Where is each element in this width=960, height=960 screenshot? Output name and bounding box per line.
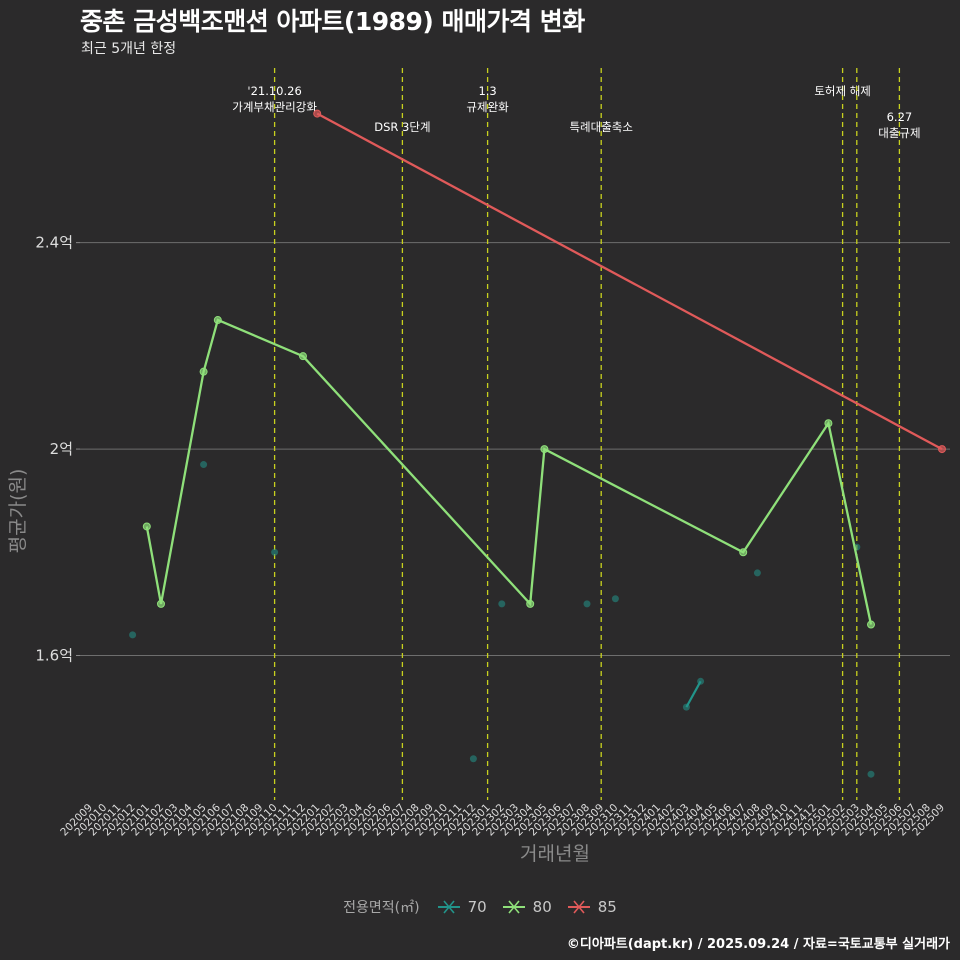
point-70-202212 <box>469 755 477 763</box>
series-85 <box>313 109 946 454</box>
point-80-202112 <box>299 352 307 361</box>
grid-lines <box>80 242 950 656</box>
point-70-202110 <box>271 548 279 556</box>
event-label-202301-0: 1.3 <box>478 84 496 98</box>
point-70-202504 <box>867 770 875 778</box>
y-tick-label-1: 2억 <box>50 440 73 458</box>
point-70-202310 <box>611 595 619 603</box>
legend-label-80: 80 <box>532 898 552 916</box>
point-85-202201 <box>313 109 322 118</box>
chart-title: 중촌 금성백조맨션 아파트(1989) 매매가격 변화 <box>80 7 585 36</box>
y-tick-label-2: 2.4억 <box>35 234 73 252</box>
point-80-202101 <box>142 522 151 531</box>
y-axis-title: 평균가(원) <box>7 469 29 554</box>
point-80-202102 <box>157 599 165 608</box>
series-line-80 <box>145 318 873 625</box>
series-layer <box>129 109 946 778</box>
series-70-segment-0 <box>685 680 702 708</box>
x-axis-title: 거래년월 <box>520 843 590 865</box>
event-label-202506-1: 대출규제 <box>878 126 920 140</box>
point-80-202305 <box>540 445 549 454</box>
legend: 전용면적(㎡) 70 80 85 <box>0 895 960 919</box>
event-label-202110-0: '21.10.26 <box>247 84 301 98</box>
axis-labels: 1.6억2억2.4억평균가(원)202009202010202011202012… <box>7 234 947 865</box>
point-80-202407 <box>739 548 748 557</box>
point-70-202105 <box>200 461 208 469</box>
point-80-202304 <box>526 599 535 608</box>
point-70-202404 <box>697 677 705 685</box>
legend-key-85 <box>567 900 590 914</box>
event-label-202309-0: 특례대출축소 <box>569 120 632 134</box>
point-80-202504 <box>867 620 875 629</box>
event-label-202506-0: 6.27 <box>887 110 913 124</box>
point-70-202408 <box>753 569 761 577</box>
source-caption: ©디아파트(dapt.kr) / 2025.09.24 / 자료=국토교통부 실… <box>566 937 950 952</box>
series-line-85 <box>316 112 943 451</box>
event-label-202207-0: DSR 3단계 <box>374 120 430 134</box>
series-70 <box>129 461 875 778</box>
legend-key-80 <box>502 900 525 914</box>
point-70-202302 <box>498 600 506 608</box>
legend-title: 전용면적(㎡) <box>343 900 420 916</box>
point-85-202509 <box>938 445 946 454</box>
event-label-202110-1: 가계부채관리강화 <box>232 100 317 114</box>
point-70-202308 <box>583 600 591 608</box>
legend-key-70 <box>437 900 460 914</box>
chart-subtitle: 최근 5개년 한정 <box>81 41 177 57</box>
point-80-202106 <box>213 316 222 325</box>
point-70-202403 <box>682 703 690 711</box>
event-label-202502-0: 토허제 해제 <box>814 84 871 98</box>
legend-label-85: 85 <box>597 898 617 916</box>
series-80 <box>142 316 875 629</box>
legend-item-70: 70 <box>436 897 487 917</box>
legend-label-70: 70 <box>467 898 487 916</box>
point-80-202105 <box>199 367 208 376</box>
legend-item-80: 80 <box>501 897 552 917</box>
point-80-202501 <box>824 419 833 428</box>
point-70-202012 <box>129 631 137 639</box>
event-label-202301-1: 규제완화 <box>466 100 509 114</box>
legend-item-85: 85 <box>566 897 617 917</box>
y-tick-label-0: 1.6억 <box>35 646 73 664</box>
